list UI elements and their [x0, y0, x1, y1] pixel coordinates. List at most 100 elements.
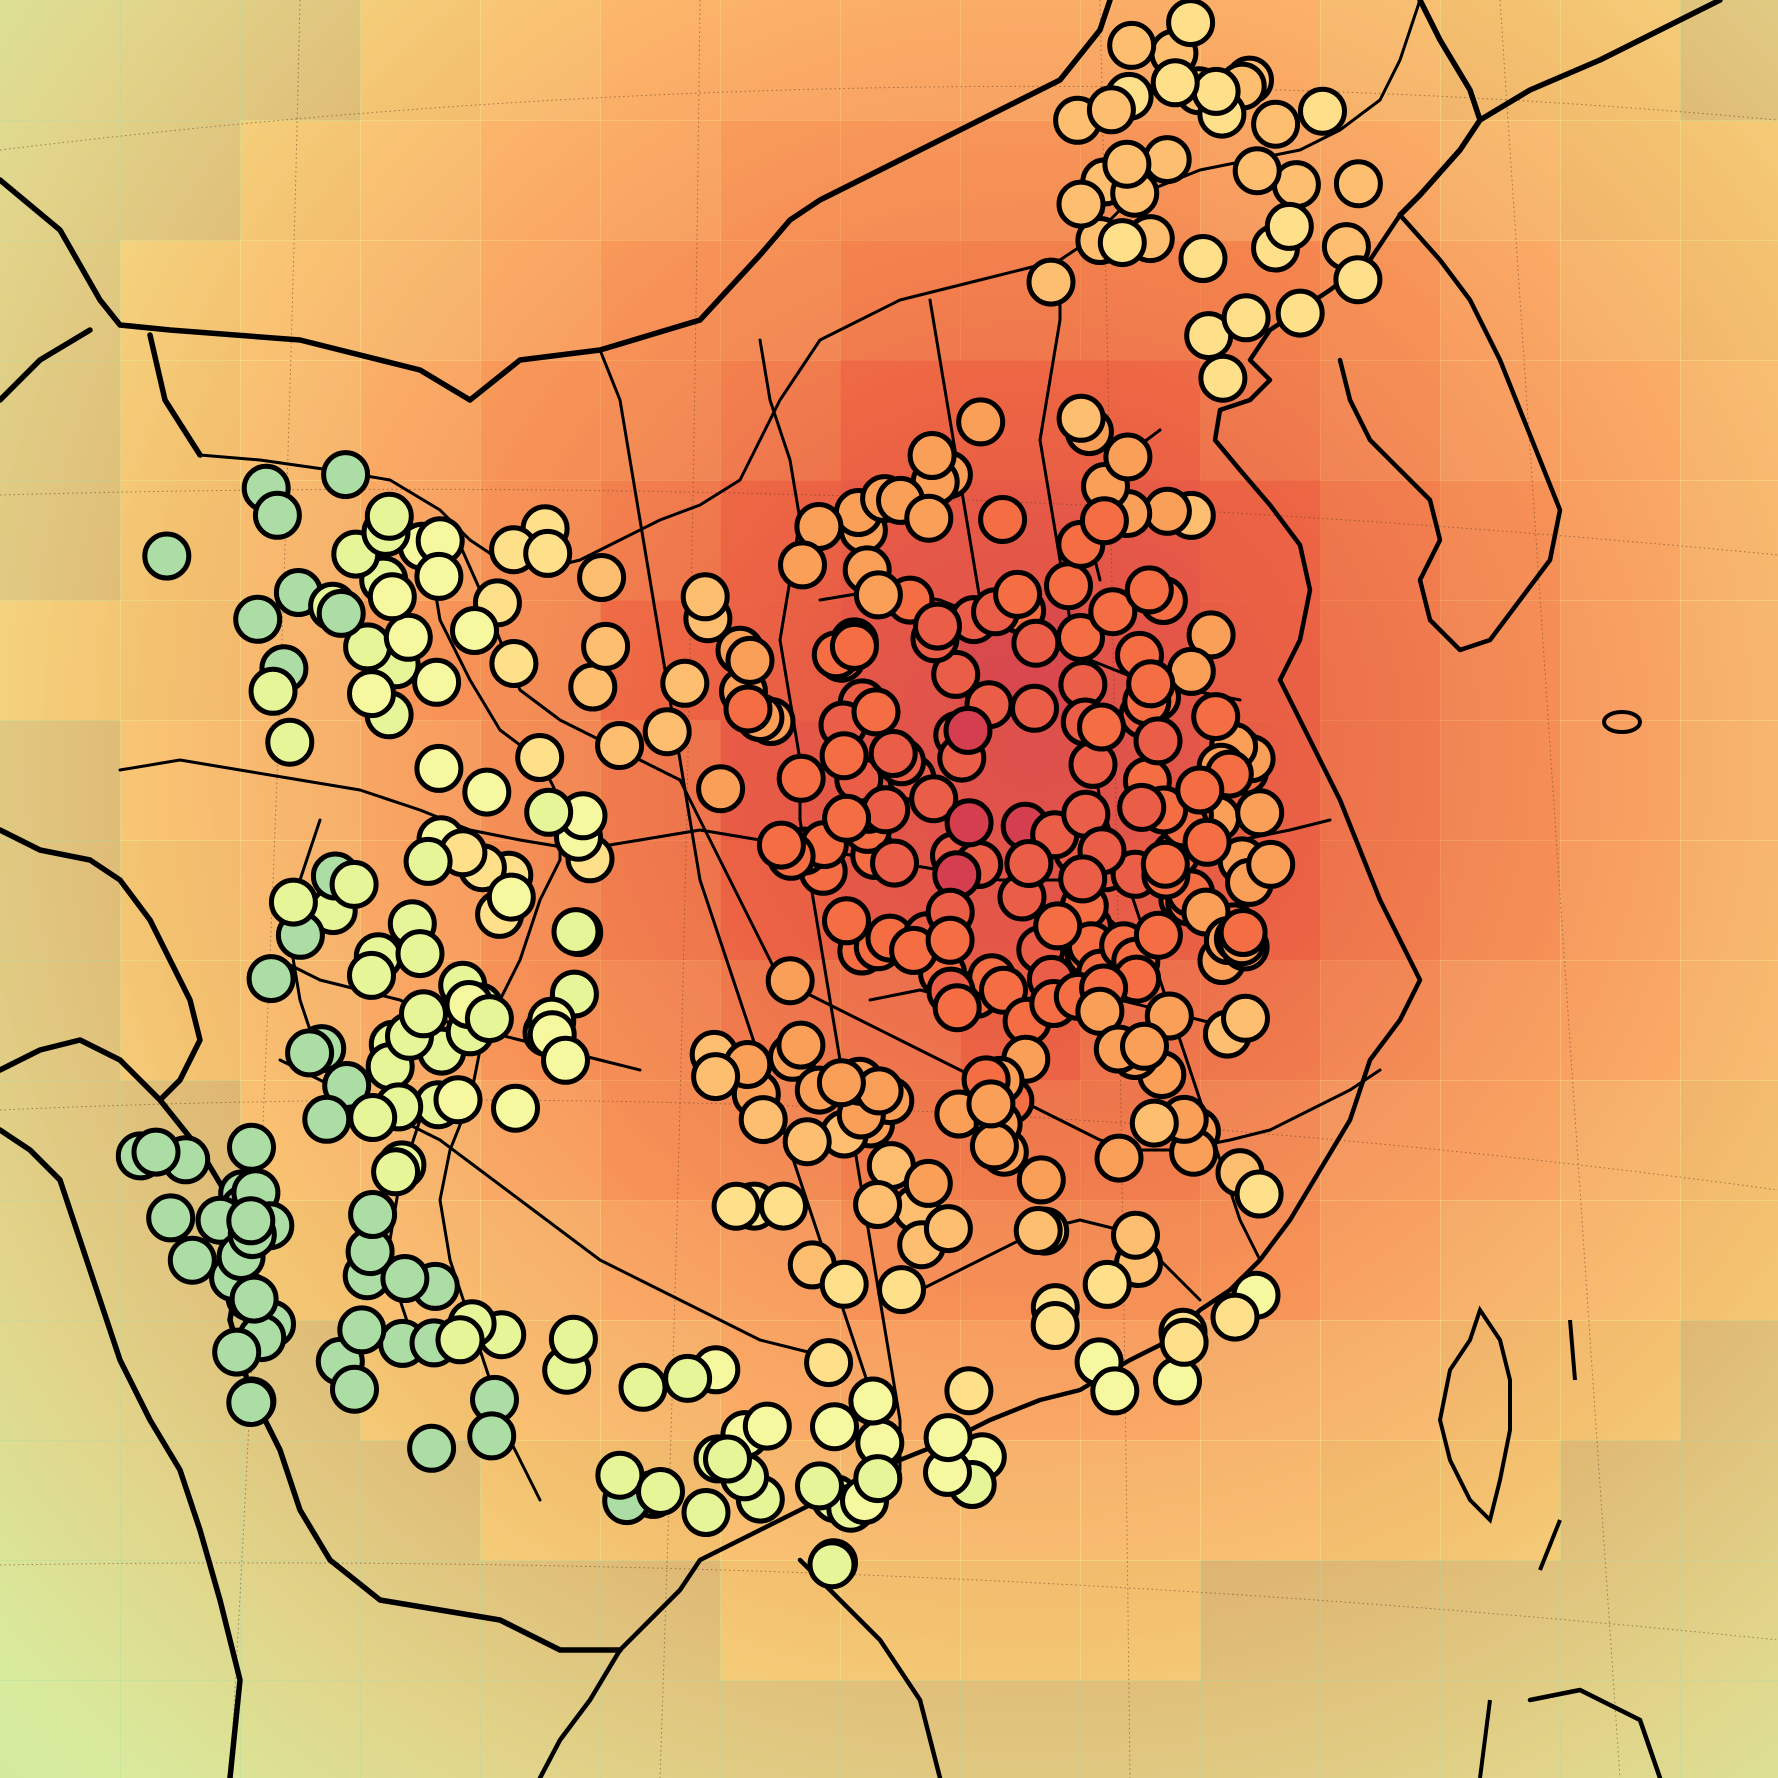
- field-cell: [1440, 1080, 1561, 1201]
- station-marker: [1088, 587, 1138, 637]
- station-marker: [1166, 646, 1216, 696]
- field-cell: [1560, 240, 1681, 361]
- field-cell: [120, 120, 241, 241]
- station-marker: [663, 1353, 713, 1403]
- field-cell: [240, 1440, 361, 1561]
- field-cell: [1680, 600, 1778, 721]
- station-marker: [1013, 1206, 1063, 1255]
- field-cell: [960, 120, 1081, 241]
- field-cell: [480, 0, 601, 121]
- station-marker: [1016, 1155, 1066, 1205]
- station-marker: [1077, 702, 1126, 752]
- station-marker: [618, 1362, 668, 1412]
- field-cell: [1560, 1680, 1681, 1778]
- station-marker: [1150, 58, 1200, 108]
- field-cell: [840, 0, 961, 121]
- station-marker: [252, 490, 302, 540]
- station-marker: [1275, 288, 1325, 338]
- station-marker: [524, 787, 574, 837]
- station-marker: [870, 838, 919, 888]
- station-marker: [1111, 1210, 1160, 1260]
- field-cell: [1680, 1080, 1778, 1201]
- field-cell: [1560, 840, 1681, 961]
- station-marker: [795, 1461, 844, 1511]
- field-cell: [960, 1560, 1081, 1681]
- station-marker: [993, 569, 1043, 619]
- field-cell: [1680, 960, 1778, 1081]
- station-marker: [969, 1121, 1019, 1171]
- station-marker: [403, 836, 453, 886]
- field-cell: [0, 840, 121, 961]
- station-marker: [1221, 993, 1270, 1043]
- field-cell: [1320, 1560, 1441, 1681]
- field-cell: [1560, 720, 1681, 841]
- station-marker: [348, 1190, 398, 1239]
- field-cell: [120, 240, 241, 361]
- field-cell: [600, 840, 721, 961]
- station-marker: [776, 753, 826, 803]
- station-marker: [1264, 201, 1314, 251]
- field-cell: [360, 240, 481, 361]
- station-marker: [909, 774, 959, 824]
- station-marker: [131, 1127, 181, 1177]
- station-marker: [1221, 293, 1271, 343]
- station-marker: [285, 1028, 335, 1078]
- station-marker: [433, 1075, 483, 1125]
- field-cell: [1560, 1440, 1681, 1561]
- station-marker: [321, 450, 371, 500]
- station-marker: [711, 1181, 761, 1231]
- station-marker: [932, 983, 982, 1033]
- field-cell: [600, 1680, 721, 1778]
- station-marker: [1117, 782, 1167, 832]
- field-cell: [1440, 480, 1561, 601]
- field-cell: [120, 1680, 241, 1778]
- station-marker: [541, 1035, 590, 1085]
- station-marker: [383, 612, 433, 662]
- station-marker: [265, 717, 315, 767]
- station-marker: [725, 635, 775, 685]
- station-marker: [1298, 86, 1347, 136]
- station-marker: [246, 954, 296, 1004]
- station-marker: [1126, 659, 1176, 709]
- station-marker: [268, 877, 318, 927]
- station-marker: [450, 606, 499, 655]
- station-marker: [347, 950, 396, 1000]
- field-cell: [0, 1440, 121, 1561]
- field-cell: [1080, 1680, 1201, 1778]
- station-marker: [523, 528, 573, 578]
- station-marker: [1056, 179, 1106, 229]
- field-cell: [360, 360, 481, 481]
- station-marker: [371, 1147, 421, 1197]
- field-cell: [600, 360, 721, 481]
- station-marker: [943, 705, 993, 755]
- station-marker: [1232, 146, 1282, 196]
- station-marker: [1218, 908, 1268, 957]
- station-marker: [142, 531, 192, 581]
- field-cell: [1080, 1560, 1201, 1681]
- station-marker: [515, 733, 565, 782]
- station-marker: [551, 907, 601, 957]
- station-marker: [1178, 234, 1228, 283]
- station-marker: [212, 1327, 262, 1377]
- station-marker: [1103, 432, 1153, 482]
- station-marker: [776, 1020, 826, 1070]
- station-marker: [1079, 496, 1129, 546]
- station-marker: [226, 1378, 276, 1427]
- station-marker: [723, 684, 773, 734]
- station-marker: [944, 798, 994, 848]
- station-marker: [778, 540, 827, 590]
- station-marker: [1140, 839, 1190, 889]
- field-cell: [1680, 1320, 1778, 1441]
- station-marker: [1033, 901, 1083, 951]
- field-cell: [1440, 720, 1561, 841]
- field-cell: [1320, 600, 1441, 721]
- field-cell: [1440, 0, 1561, 121]
- station-marker: [399, 989, 448, 1039]
- station-marker: [577, 553, 627, 602]
- field-cell: [1680, 360, 1778, 481]
- station-marker: [1044, 561, 1093, 611]
- field-cell: [0, 0, 121, 121]
- field-cell: [120, 720, 241, 841]
- station-marker: [759, 1181, 808, 1231]
